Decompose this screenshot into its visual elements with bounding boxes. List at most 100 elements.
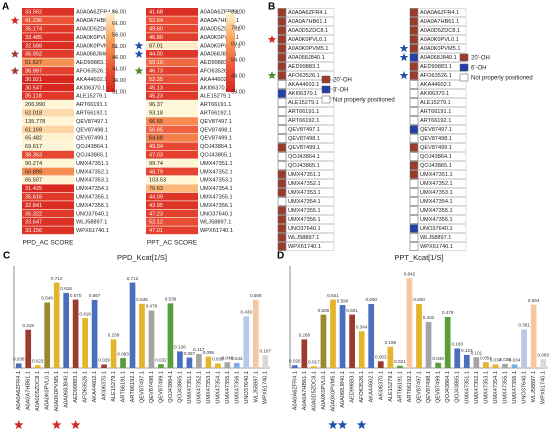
- star: [267, 35, 277, 44]
- row-label: WPX61740.1: [288, 244, 321, 250]
- heat-cell: [22, 125, 74, 134]
- x-tick-label: WLJ58897.1: [531, 371, 537, 402]
- label-cell: [285, 35, 335, 44]
- scale-label: 56.00: [112, 32, 126, 38]
- heat-cell: [146, 209, 198, 218]
- cell-value: 59.10: [149, 60, 163, 66]
- bar: [15, 363, 22, 368]
- star: [134, 49, 144, 58]
- label-cell: [285, 197, 335, 206]
- site-box: [409, 188, 419, 197]
- site-box: [277, 80, 287, 89]
- site-box: [409, 107, 419, 116]
- site-box: [277, 17, 287, 26]
- row-label: QEV87499.1: [200, 136, 232, 142]
- x-tick-label: UMX47356.1: [234, 371, 240, 404]
- row-label: QEV87498.1: [288, 136, 320, 142]
- label-cell: [417, 170, 467, 179]
- row-label: ART66192.1: [420, 118, 451, 124]
- bar: [252, 299, 259, 368]
- row-label: WLJ58897.1: [288, 235, 319, 241]
- label-cell: [285, 161, 335, 170]
- row-label: UNO37640.1: [200, 211, 233, 217]
- value-label: 0.416: [79, 311, 91, 316]
- cell-value: 51.627: [25, 60, 42, 66]
- cell-value: 69.617: [25, 144, 42, 150]
- legend-swatch: [459, 53, 469, 62]
- row-label: AFO63526.1: [288, 73, 320, 79]
- x-tick-label: UMX47352.1: [474, 371, 480, 404]
- row-label: A0A0A7HB61.1: [200, 18, 239, 24]
- row-label: ART66192.1: [76, 110, 107, 116]
- cell-value: 206.990: [25, 102, 45, 108]
- star: [10, 16, 20, 25]
- row-label: ALE15279.1: [200, 94, 231, 100]
- site-box: [277, 26, 287, 35]
- row-label: ART66191.1: [76, 102, 107, 108]
- heat-cell: [146, 117, 198, 125]
- value-label: 0.570: [70, 293, 82, 298]
- row-label: UMX47351.1: [76, 161, 109, 167]
- site-box: [409, 206, 419, 215]
- value-label: 0.117: [193, 347, 205, 352]
- site-box: [409, 71, 419, 80]
- row-label: UMX47351.1: [288, 172, 321, 178]
- row-label: A0A0A6ZFR4.1: [420, 10, 459, 16]
- heat-cell: [22, 41, 74, 50]
- site-box: [277, 107, 287, 116]
- row-label: A0A0A7HB61.1: [288, 19, 327, 25]
- panel-letter: C: [3, 251, 10, 262]
- heat-cell: [22, 134, 74, 142]
- site-box: [409, 53, 419, 62]
- row-label: QEV87499.1: [288, 145, 320, 151]
- x-tick-label: QEV87497.1: [139, 371, 145, 403]
- x-tick-label: ALE15279.1: [388, 371, 394, 402]
- x-tick-label: UMX47355.1: [502, 371, 508, 404]
- bar: [406, 278, 413, 368]
- value-label: 0.344: [356, 325, 368, 330]
- legend-label: 20'-OH: [333, 77, 352, 83]
- cell-value: 87.01: [149, 43, 163, 49]
- row-label: WPX61740.1: [420, 244, 453, 250]
- label-cell: [285, 206, 335, 215]
- cell-value: 33.562: [25, 10, 42, 16]
- label-cell: [285, 62, 335, 71]
- cell-value: 33.485: [25, 35, 42, 41]
- row-label: QEV87499.1: [420, 145, 452, 151]
- heat-cell: [146, 150, 198, 159]
- heat-cell: [146, 108, 198, 117]
- row-label: UMX47354.1: [76, 186, 109, 192]
- heat-cell: [146, 58, 198, 67]
- row-label: UMX47353.1: [200, 178, 233, 184]
- row-label: QEV87499.1: [76, 136, 108, 142]
- x-tick-label: QEV87499.1: [158, 371, 164, 403]
- value-label: 0.034: [509, 358, 521, 363]
- value-label: 0.083: [537, 352, 549, 357]
- row-label: UMX47352.1: [76, 169, 109, 175]
- chart-title: PPT_Kcat[1/S]: [394, 253, 443, 262]
- row-label: UMX47354.1: [288, 199, 321, 205]
- site-box: [277, 179, 287, 188]
- site-box: [277, 116, 287, 125]
- site-box: [409, 170, 419, 179]
- cell-value: 46.80: [149, 35, 163, 41]
- cell-value: 56.85: [149, 127, 163, 133]
- row-label: UMX47352.1: [420, 181, 453, 187]
- x-tick-label: UMX47351.1: [187, 371, 193, 404]
- panel-letter: A: [2, 2, 9, 13]
- panel-letter: D: [277, 251, 284, 262]
- row-label: UMX47355.1: [288, 208, 321, 214]
- row-label: A0A0K0PVL0.1: [76, 35, 115, 41]
- x-tick-label: QEV87497.1: [416, 371, 422, 403]
- bar: [243, 316, 250, 368]
- row-label: A0A0K0PVM5.1: [76, 43, 116, 49]
- heat-cell: [146, 83, 198, 92]
- row-label: WLJ58897.1: [200, 220, 231, 226]
- cell-value: 76.63: [149, 186, 163, 192]
- row-label: AED99883.1: [288, 64, 320, 70]
- cell-value: 44.00: [149, 52, 163, 58]
- cell-value: 49.60: [149, 26, 163, 32]
- star: [267, 71, 277, 80]
- site-box: [409, 197, 419, 206]
- bar: [233, 362, 240, 368]
